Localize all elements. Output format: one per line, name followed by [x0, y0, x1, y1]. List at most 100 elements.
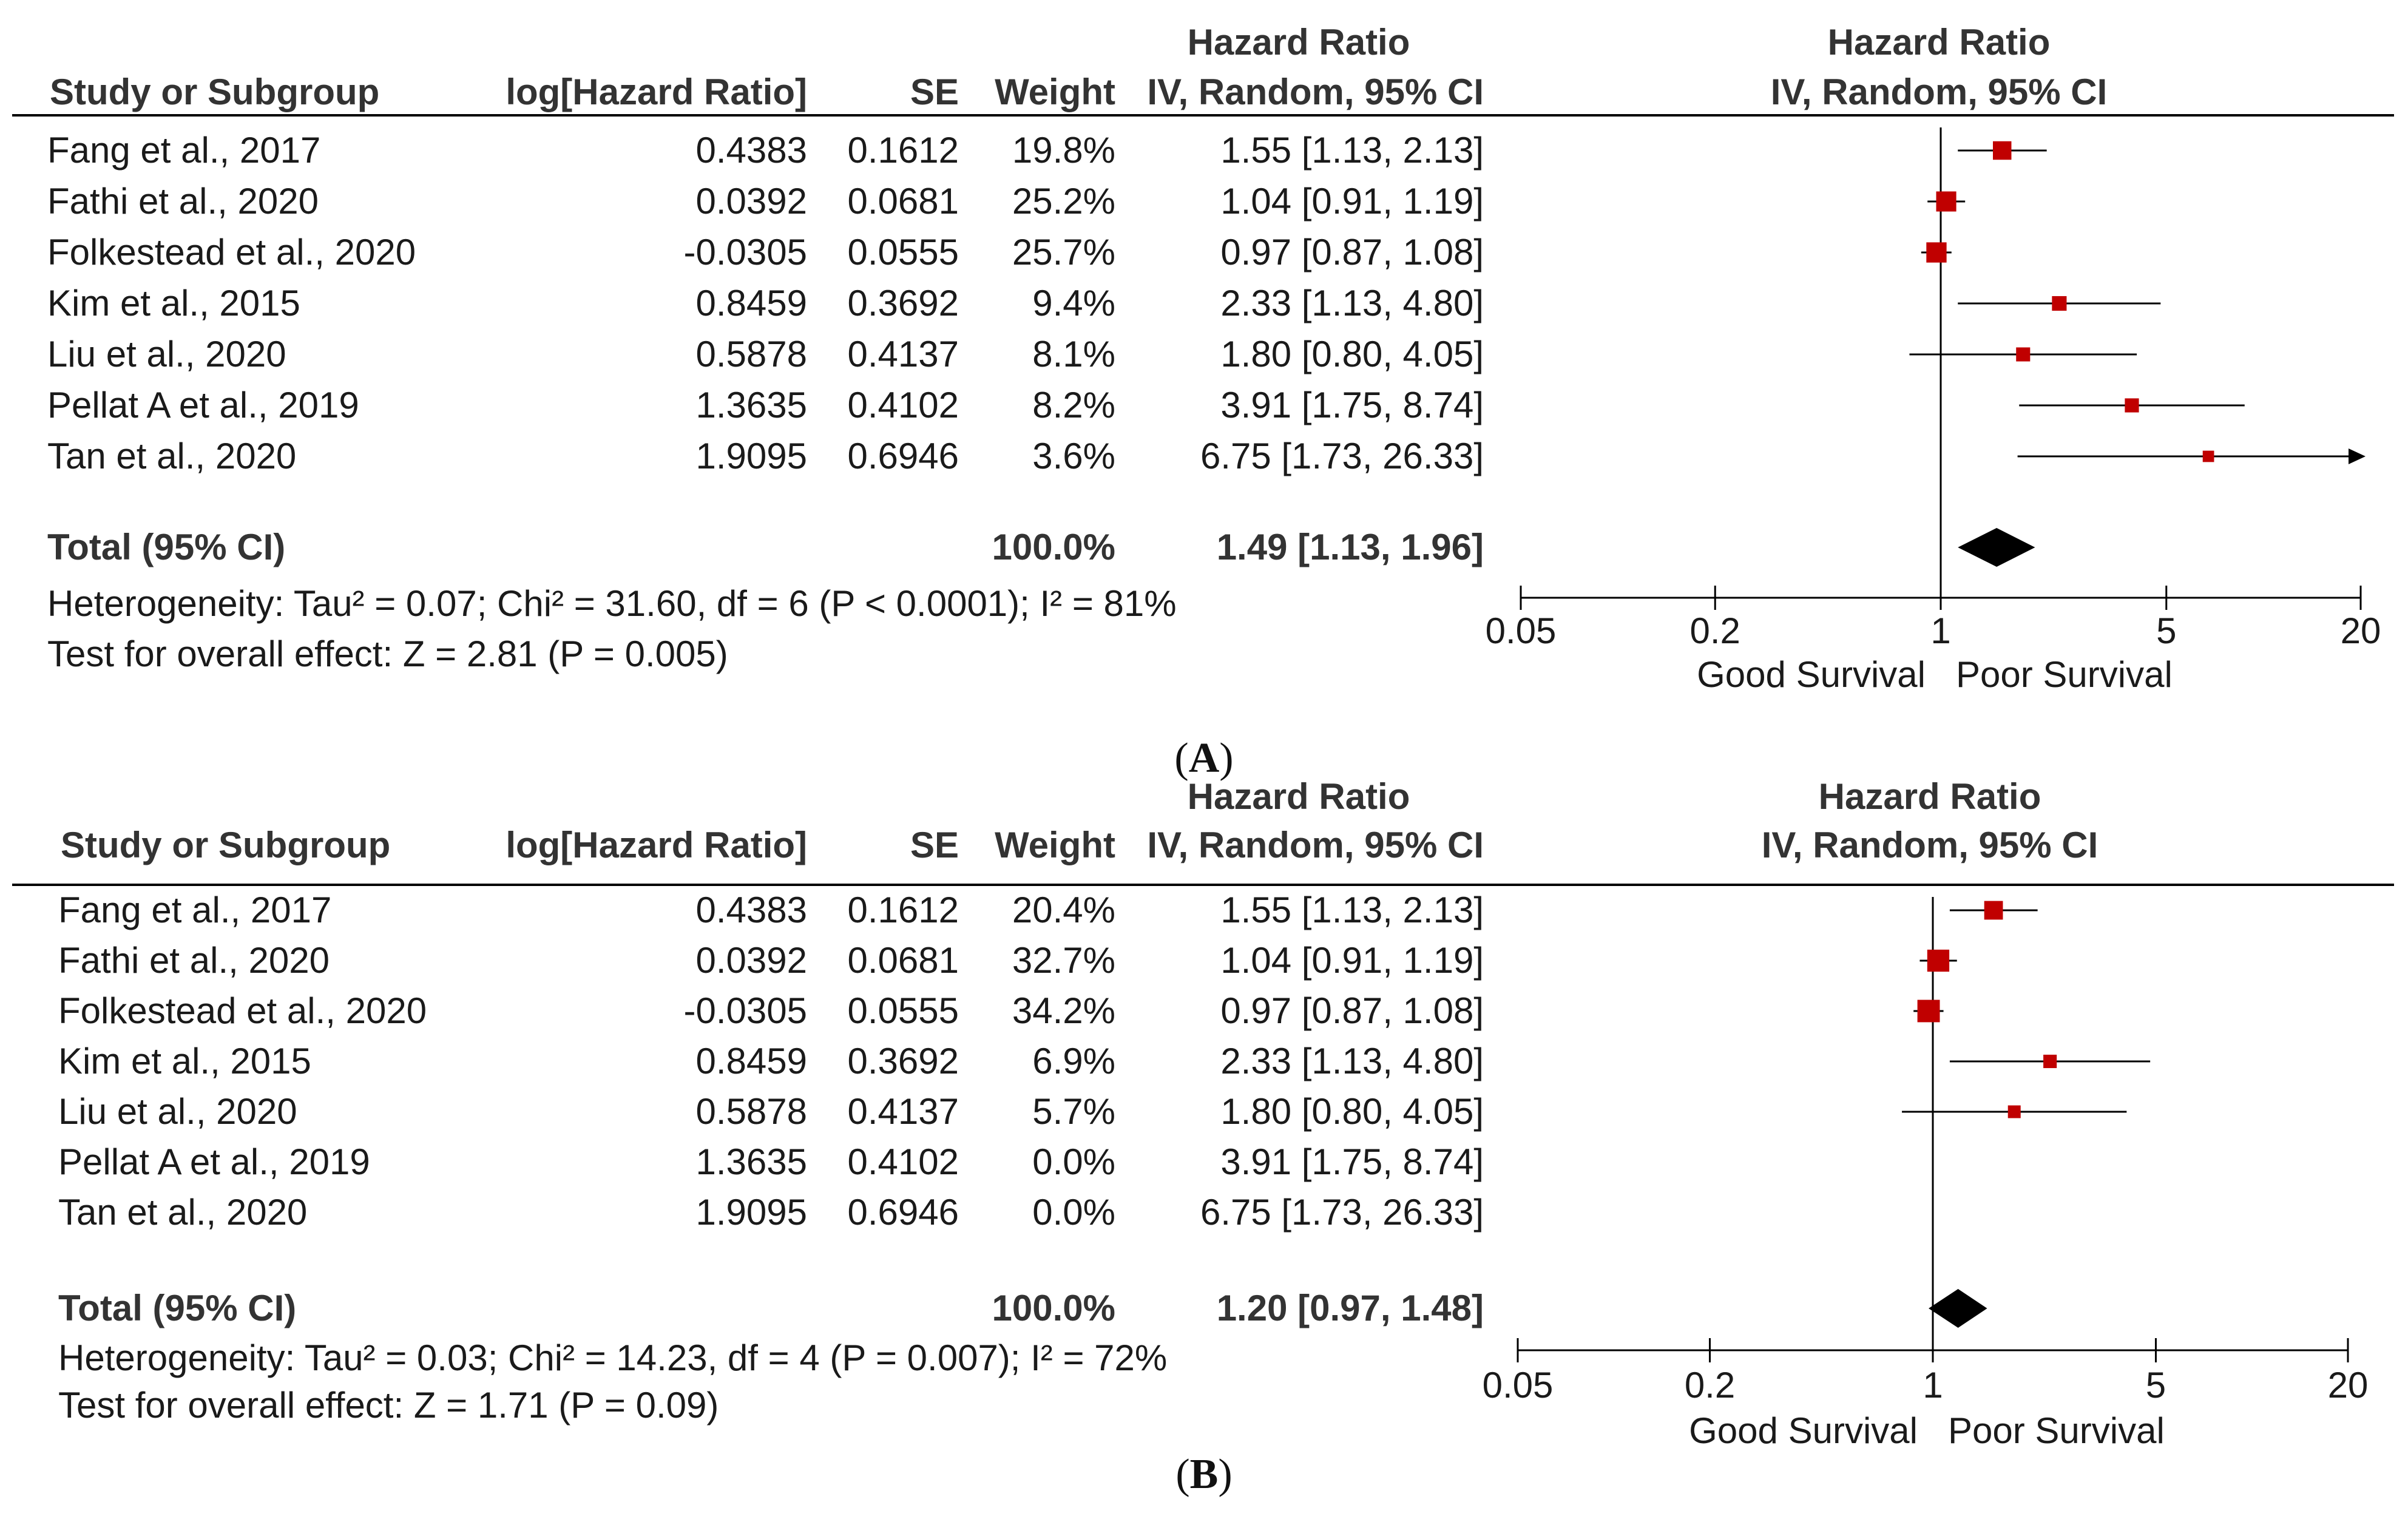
- panel-label-a: (A): [1174, 735, 1234, 782]
- heterogeneity-text: Heterogeneity: Tau² = 0.03; Chi² = 14.23…: [58, 1338, 1167, 1378]
- study-ci: 1.04 [0.91, 1.19]: [1220, 181, 1484, 222]
- x-tick-label: 5: [2156, 610, 2176, 651]
- study-name: Folkestead et al., 2020: [58, 990, 427, 1031]
- study-marker: [2125, 398, 2139, 413]
- study-se: 0.4102: [847, 1142, 959, 1182]
- study-ci: 6.75 [1.73, 26.33]: [1200, 1192, 1484, 1233]
- study-weight: 34.2%: [1012, 990, 1115, 1031]
- study-se: 0.1612: [847, 130, 959, 171]
- study-log-hr: 0.5878: [695, 1091, 807, 1132]
- study-weight: 0.0%: [1032, 1192, 1115, 1233]
- x-tick-label: 0.2: [1685, 1365, 1735, 1405]
- study-ci: 1.80 [0.80, 4.05]: [1220, 334, 1484, 374]
- x-tick-label: 1: [1930, 610, 1950, 651]
- study-marker: [1927, 949, 1950, 972]
- study-se: 0.4102: [847, 385, 959, 425]
- study-weight: 0.0%: [1032, 1142, 1115, 1182]
- study-name: Tan et al., 2020: [58, 1192, 307, 1233]
- study-ci: 3.91 [1.75, 8.74]: [1220, 1142, 1484, 1182]
- study-name: Fathi et al., 2020: [58, 940, 330, 981]
- header-ci-method: IV, Random, 95% CI: [1147, 825, 1484, 865]
- study-marker: [1917, 999, 1940, 1023]
- study-log-hr: -0.0305: [684, 232, 808, 272]
- study-log-hr: 0.0392: [695, 940, 807, 981]
- favours-right-label: Poor Survival: [1948, 1410, 2165, 1451]
- header-plot-method: IV, Random, 95% CI: [1762, 825, 2099, 865]
- study-marker: [1926, 242, 1947, 263]
- header-plot-method: IV, Random, 95% CI: [1771, 72, 2108, 112]
- x-tick-label: 20: [2328, 1365, 2369, 1405]
- overall-effect-text: Test for overall effect: Z = 1.71 (P = 0…: [58, 1385, 719, 1426]
- x-tick-label: 20: [2341, 610, 2381, 651]
- x-tick-label: 1: [1923, 1365, 1943, 1405]
- study-se: 0.4137: [847, 334, 959, 374]
- forest-plot-a: Hazard Ratio Hazard Ratio Study or Subgrou…: [12, 22, 2394, 695]
- study-log-hr: 0.4383: [695, 890, 807, 930]
- panel-label-b: (B): [1175, 1451, 1233, 1498]
- ci-arrow: [2349, 448, 2366, 464]
- study-marker: [2052, 296, 2067, 311]
- x-tick-label: 0.05: [1483, 1365, 1554, 1405]
- x-tick-label: 0.2: [1690, 610, 1740, 651]
- study-log-hr: 1.9095: [695, 436, 807, 476]
- header-plot-hazard-ratio: Hazard Ratio: [1828, 22, 2051, 63]
- study-se: 0.6946: [847, 436, 959, 476]
- study-weight: 32.7%: [1012, 940, 1115, 981]
- total-label: Total (95% CI): [47, 527, 285, 567]
- header-log-hr: log[Hazard Ratio]: [506, 72, 807, 112]
- total-weight: 100.0%: [992, 527, 1116, 567]
- study-ci: 1.80 [0.80, 4.05]: [1220, 1091, 1484, 1132]
- study-marker: [2007, 1105, 2021, 1118]
- header-hazard-ratio: Hazard Ratio: [1188, 22, 1410, 63]
- study-log-hr: 0.4383: [695, 130, 807, 171]
- study-log-hr: 1.3635: [695, 385, 807, 425]
- study-name: Kim et al., 2015: [47, 283, 300, 323]
- header-study: Study or Subgroup: [50, 72, 379, 112]
- study-weight: 3.6%: [1032, 436, 1115, 476]
- study-ci: 1.55 [1.13, 2.13]: [1220, 890, 1484, 930]
- study-name: Liu et al., 2020: [58, 1091, 297, 1132]
- study-ci: 1.04 [0.91, 1.19]: [1220, 940, 1484, 981]
- study-log-hr: -0.0305: [684, 990, 808, 1031]
- study-marker: [1936, 191, 1956, 212]
- study-se: 0.4137: [847, 1091, 959, 1132]
- study-ci: 2.33 [1.13, 4.80]: [1220, 283, 1484, 323]
- study-name: Fathi et al., 2020: [47, 181, 319, 222]
- study-marker: [2016, 347, 2031, 362]
- forest-plot-panel-b: Hazard Ratio Hazard Ratio Study or Subgrou…: [0, 763, 2408, 1522]
- favours-left-label: Good Survival: [1689, 1410, 1918, 1451]
- study-weight: 8.2%: [1032, 385, 1115, 425]
- study-se: 0.3692: [847, 283, 959, 323]
- study-marker: [1984, 901, 2003, 920]
- summary-diamond: [1958, 528, 2035, 567]
- overall-effect-text: Test for overall effect: Z = 2.81 (P = 0…: [47, 634, 728, 674]
- total-ci: 1.20 [0.97, 1.48]: [1217, 1288, 1484, 1328]
- study-ci: 2.33 [1.13, 4.80]: [1220, 1041, 1484, 1081]
- header-weight: Weight: [995, 72, 1115, 112]
- study-weight: 25.2%: [1012, 181, 1115, 222]
- study-log-hr: 0.0392: [695, 181, 807, 222]
- study-weight: 6.9%: [1032, 1041, 1115, 1081]
- x-tick-label: 5: [2146, 1365, 2166, 1405]
- study-weight: 9.4%: [1032, 283, 1115, 323]
- study-name: Fang et al., 2017: [58, 890, 331, 930]
- study-log-hr: 1.9095: [695, 1192, 807, 1233]
- study-ci: 0.97 [0.87, 1.08]: [1220, 990, 1484, 1031]
- forest-plot-panel-a: Hazard Ratio Hazard Ratio Study or Subgrou…: [0, 0, 2408, 782]
- study-se: 0.0681: [847, 181, 959, 222]
- study-log-hr: 0.8459: [695, 283, 807, 323]
- x-tick-label: 0.05: [1486, 610, 1557, 651]
- study-ci: 1.55 [1.13, 2.13]: [1220, 130, 1484, 171]
- total-ci: 1.49 [1.13, 1.96]: [1217, 527, 1484, 567]
- study-weight: 5.7%: [1032, 1091, 1115, 1132]
- study-marker: [1993, 141, 2012, 160]
- forest-plot-b: Hazard Ratio Hazard Ratio Study or Subgrou…: [12, 776, 2394, 1451]
- study-se: 0.6946: [847, 1192, 959, 1233]
- study-name: Fang et al., 2017: [47, 130, 320, 171]
- study-log-hr: 0.8459: [695, 1041, 807, 1081]
- header-log-hr: log[Hazard Ratio]: [506, 825, 807, 865]
- study-ci: 0.97 [0.87, 1.08]: [1220, 232, 1484, 272]
- study-ci: 6.75 [1.73, 26.33]: [1200, 436, 1484, 476]
- study-marker: [2202, 450, 2214, 462]
- study-weight: 20.4%: [1012, 890, 1115, 930]
